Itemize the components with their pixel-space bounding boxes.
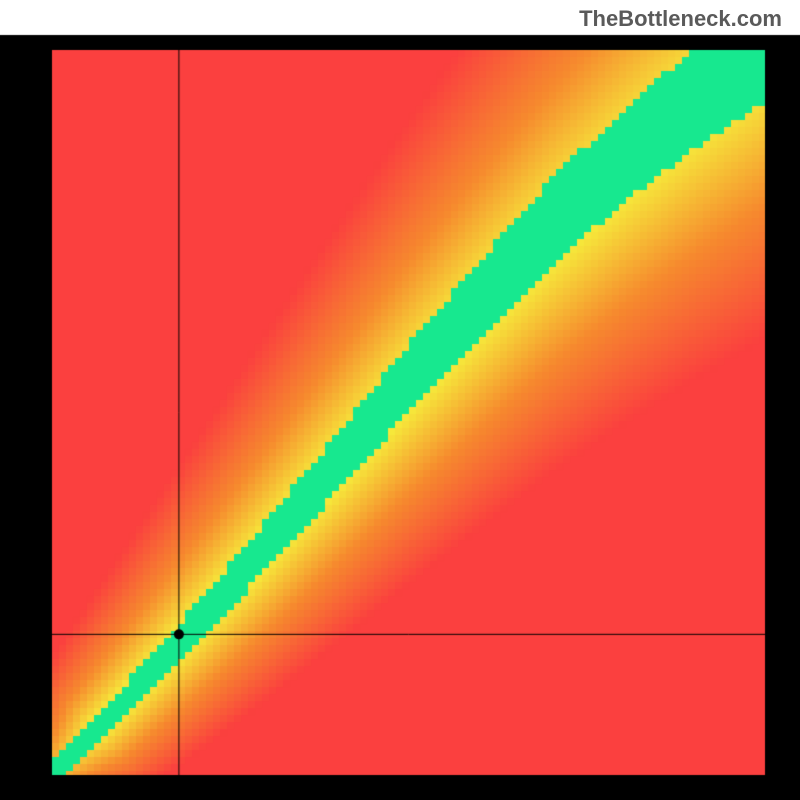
watermark-text: TheBottleneck.com: [579, 6, 782, 32]
heatmap-canvas: [0, 0, 800, 800]
chart-container: TheBottleneck.com: [0, 0, 800, 800]
